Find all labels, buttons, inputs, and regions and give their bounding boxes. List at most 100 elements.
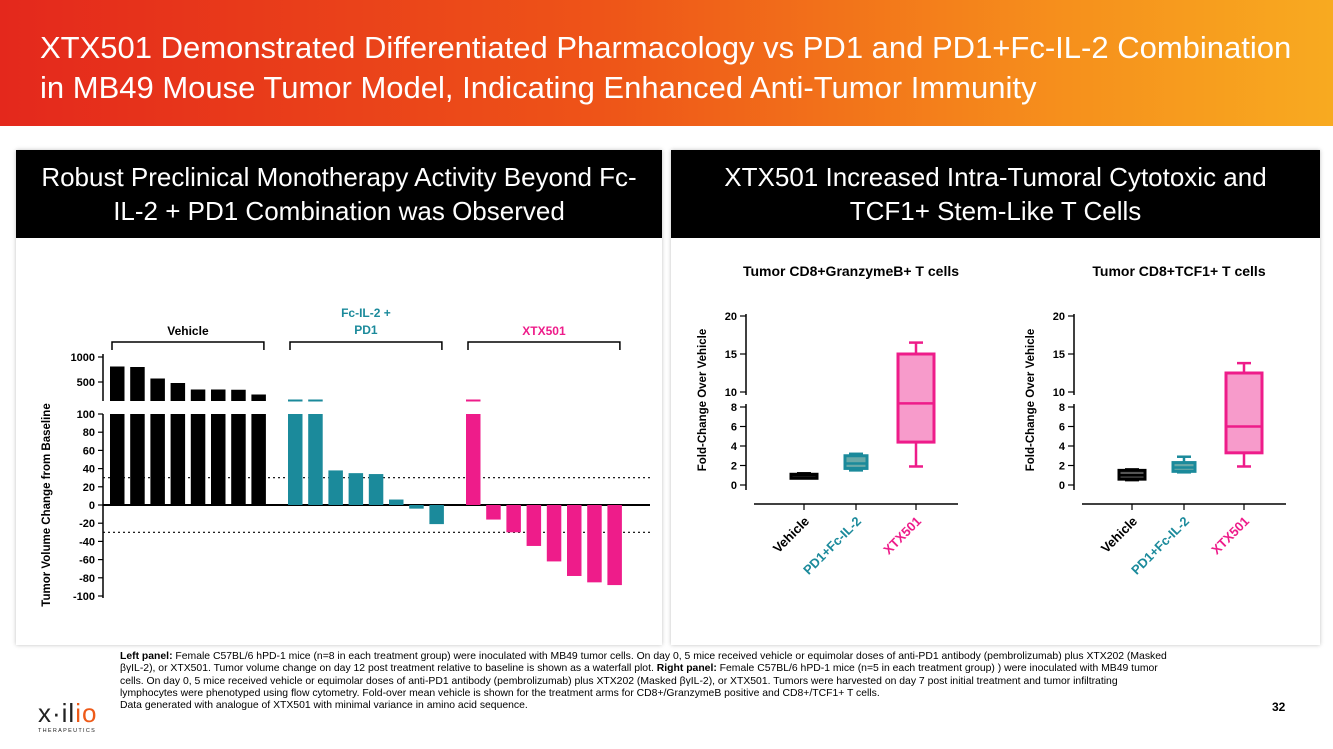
company-logo: x·ilio THERAPEUTICS [38, 700, 108, 740]
logo-word-prefix: x·il [38, 698, 76, 728]
title-banner: XTX501 Demonstrated Differentiated Pharm… [0, 0, 1333, 126]
bar [211, 414, 226, 505]
logo-subtitle: THERAPEUTICS [38, 728, 97, 734]
y-tick-label: -20 [79, 518, 95, 530]
left-panel: Robust Preclinical Monotherapy Activity … [16, 150, 662, 645]
slide-title: XTX501 Demonstrated Differentiated Pharm… [40, 30, 1292, 105]
y-tick-label: 80 [83, 427, 95, 439]
y-tick-label: -100 [73, 591, 95, 603]
bar [348, 473, 364, 505]
y-tick-label: 20 [1053, 311, 1065, 323]
y-tick-label: 0 [731, 480, 737, 492]
x-tick-label: Vehicle [770, 514, 812, 556]
bar [389, 499, 404, 505]
footnote-left-text: Female C57BL/6 hPD-1 mice (n=8 in each t… [120, 651, 1167, 675]
y-tick-label: 6 [731, 422, 737, 434]
box [896, 352, 936, 444]
y-tick-label: 15 [1053, 349, 1065, 361]
left-panel-header: Robust Preclinical Monotherapy Activity … [16, 150, 662, 238]
bar-upper [170, 383, 186, 401]
bar [328, 470, 343, 505]
x-tick-label: XTX501 [880, 514, 924, 558]
bar [546, 505, 562, 562]
box [1224, 371, 1264, 455]
right-panel: XTX501 Increased Intra-Tumoral Cytotoxic… [671, 150, 1320, 645]
bar-upper [110, 366, 125, 401]
x-tick-label: XTX501 [1208, 514, 1252, 558]
y-tick-label: 2 [731, 461, 737, 473]
chart-title: Tumor CD8+TCF1+ T cells [1092, 263, 1265, 279]
bar [368, 474, 384, 505]
bar-upper [211, 389, 226, 401]
page-number: 32 [1272, 700, 1286, 714]
y-tick-label: 8 [1059, 402, 1065, 414]
bar [567, 505, 582, 576]
y-tick-label: 100 [77, 409, 95, 421]
group-label: PD1 [354, 323, 378, 337]
bar-upper [466, 399, 481, 402]
y-tick-label: -40 [79, 536, 95, 548]
footnote-last-line: Data generated with analogue of XTX501 w… [120, 700, 528, 712]
y-tick-label: -60 [79, 555, 95, 567]
group-label: XTX501 [522, 324, 566, 338]
footnote: Left panel: Female C57BL/6 hPD-1 mice (n… [120, 651, 1170, 712]
right-panel-header: XTX501 Increased Intra-Tumoral Cytotoxic… [671, 150, 1320, 238]
y-tick-label: 10 [1053, 387, 1065, 399]
y-tick-label: 8 [731, 402, 737, 414]
bar-upper [231, 389, 246, 401]
bar [587, 505, 602, 583]
y-axis-label: Tumor Volume Change from Baseline [41, 403, 53, 606]
y-tick-label: 0 [89, 500, 95, 512]
y-tick-label: 500 [77, 377, 95, 389]
group-bracket [467, 341, 621, 350]
y-tick-label: 0 [1059, 480, 1065, 492]
bar [308, 414, 323, 505]
bar [506, 505, 521, 533]
bar-upper [190, 389, 206, 401]
bar-upper [130, 367, 145, 401]
y-tick-label: 1000 [71, 352, 95, 364]
bar [170, 414, 186, 505]
chart-title: Tumor CD8+GranzymeB+ T cells [743, 263, 959, 279]
group-label: Vehicle [167, 324, 209, 338]
bar [251, 414, 266, 505]
y-tick-label: 6 [1059, 422, 1065, 434]
y-axis-label: Fold-Change Over Vehicle [1025, 329, 1037, 472]
group-label: Fc-IL-2 + [341, 306, 391, 320]
footnote-right-label: Right panel: [656, 663, 717, 675]
bar [110, 414, 125, 505]
logo-word-suffix: io [75, 698, 98, 728]
bar [466, 414, 481, 505]
y-tick-label: 60 [83, 445, 95, 457]
left-panel-body: Tumor Volume Change from Baseline 1000 500… [16, 238, 662, 645]
left-panel-header-text: Robust Preclinical Monotherapy Activity … [41, 162, 637, 226]
bar [190, 414, 206, 505]
bar-upper [251, 394, 266, 401]
box-plot-charts: Tumor CD8+GranzymeB+ T cells Fold-Change … [697, 263, 1286, 578]
y-tick-label: 4 [731, 441, 738, 453]
footnote-left-label: Left panel: [120, 651, 173, 662]
group-bracket [111, 341, 265, 350]
bar-upper [150, 378, 165, 401]
right-panel-body: Tumor CD8+GranzymeB+ T cells Fold-Change … [671, 238, 1320, 645]
y-axis-label: Fold-Change Over Vehicle [697, 329, 709, 472]
bar-upper [308, 399, 323, 402]
bar [429, 505, 444, 525]
bar-upper [288, 399, 303, 402]
waterfall-chart: Tumor Volume Change from Baseline1000500… [41, 306, 650, 607]
y-tick-label: 4 [1059, 441, 1066, 453]
y-tick-label: -80 [79, 573, 95, 585]
bar [526, 505, 542, 546]
box [843, 454, 869, 470]
bar [288, 414, 303, 505]
bar [607, 505, 622, 586]
x-tick-label: Vehicle [1098, 514, 1140, 556]
bar [409, 505, 424, 509]
group-bracket [289, 341, 443, 350]
bar [130, 414, 145, 505]
bar [486, 505, 501, 520]
y-tick-label: 20 [83, 482, 95, 494]
y-tick-label: 15 [725, 349, 737, 361]
y-tick-label: 10 [725, 387, 737, 399]
bar [150, 414, 165, 505]
